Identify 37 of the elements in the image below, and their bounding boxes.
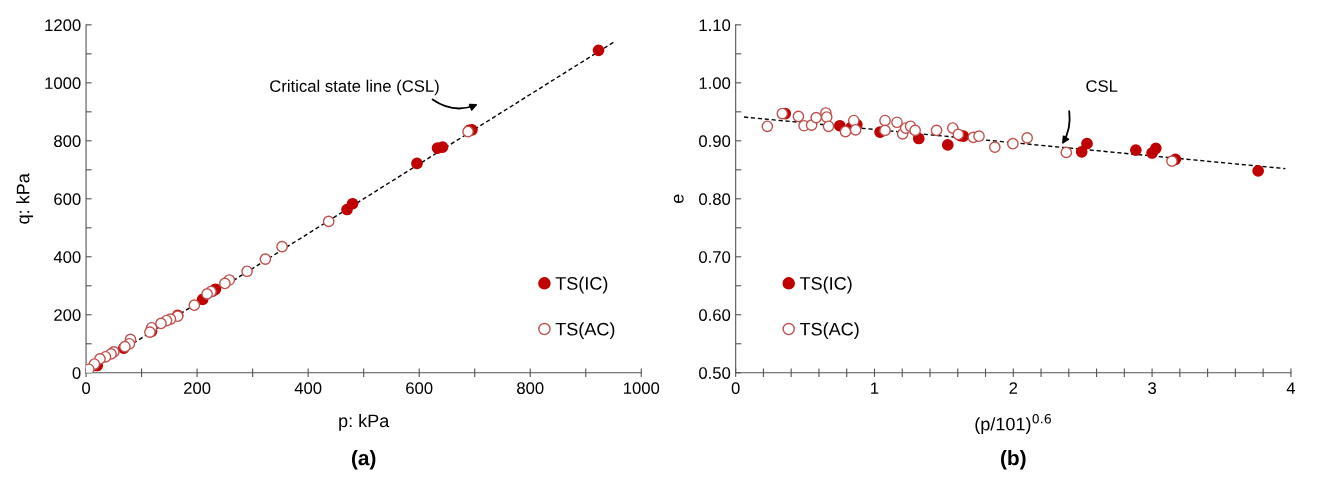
y-tick-label: 0 xyxy=(72,367,81,379)
x-tick-label: 3 xyxy=(1148,382,1156,395)
y-tick-label: 1000 xyxy=(45,77,81,90)
x-axis-title: p: kPa xyxy=(339,413,390,431)
y-tick-label: 600 xyxy=(54,193,81,205)
y-tick-label: 0.70 xyxy=(699,251,731,263)
y-axis-title: q: kPa xyxy=(16,173,34,224)
y-tick-label: 0.90 xyxy=(699,135,731,148)
x-axis-title: (p/101)$^{0.6}$ xyxy=(975,413,1051,435)
x-tick-label: 200 xyxy=(184,382,211,395)
y-tick-label: 800 xyxy=(54,135,81,148)
annotation: CSL xyxy=(1086,80,1118,92)
legend-label: TS(AC) xyxy=(799,322,859,340)
y-tick-label: 0.80 xyxy=(699,193,731,205)
x-tick-label: 0 xyxy=(731,382,740,395)
text: (b) xyxy=(1001,450,1026,470)
y-axis-title: e xyxy=(673,194,684,204)
legend-label: TS(AC) xyxy=(555,322,615,340)
y-tick-label: 1.00 xyxy=(699,77,731,90)
x-tick-label: 2 xyxy=(1009,382,1018,394)
x-tick-label: 1000 xyxy=(624,382,660,395)
x-tick-label: 0 xyxy=(82,382,91,395)
x-tick-label: 4 xyxy=(1286,382,1296,394)
y-tick-label: 0.60 xyxy=(699,309,731,321)
y-tick-label: 200 xyxy=(54,309,81,321)
y-tick-label: 400 xyxy=(53,251,81,263)
x-tick-label: 600 xyxy=(406,382,433,395)
legend-label: TS(IC) xyxy=(555,276,608,294)
legend-label: TS(IC) xyxy=(799,276,852,294)
text: (a) xyxy=(351,450,376,470)
y-tick-label: 0.50 xyxy=(699,367,731,379)
y-tick-label: 1200 xyxy=(45,19,81,32)
annotation: Critical state line (CSL) xyxy=(270,79,439,96)
x-tick-label: 1 xyxy=(871,382,879,394)
x-tick-label: 800 xyxy=(517,382,544,395)
y-tick-label: 1.10 xyxy=(699,19,731,32)
x-tick-label: 400 xyxy=(294,382,322,395)
